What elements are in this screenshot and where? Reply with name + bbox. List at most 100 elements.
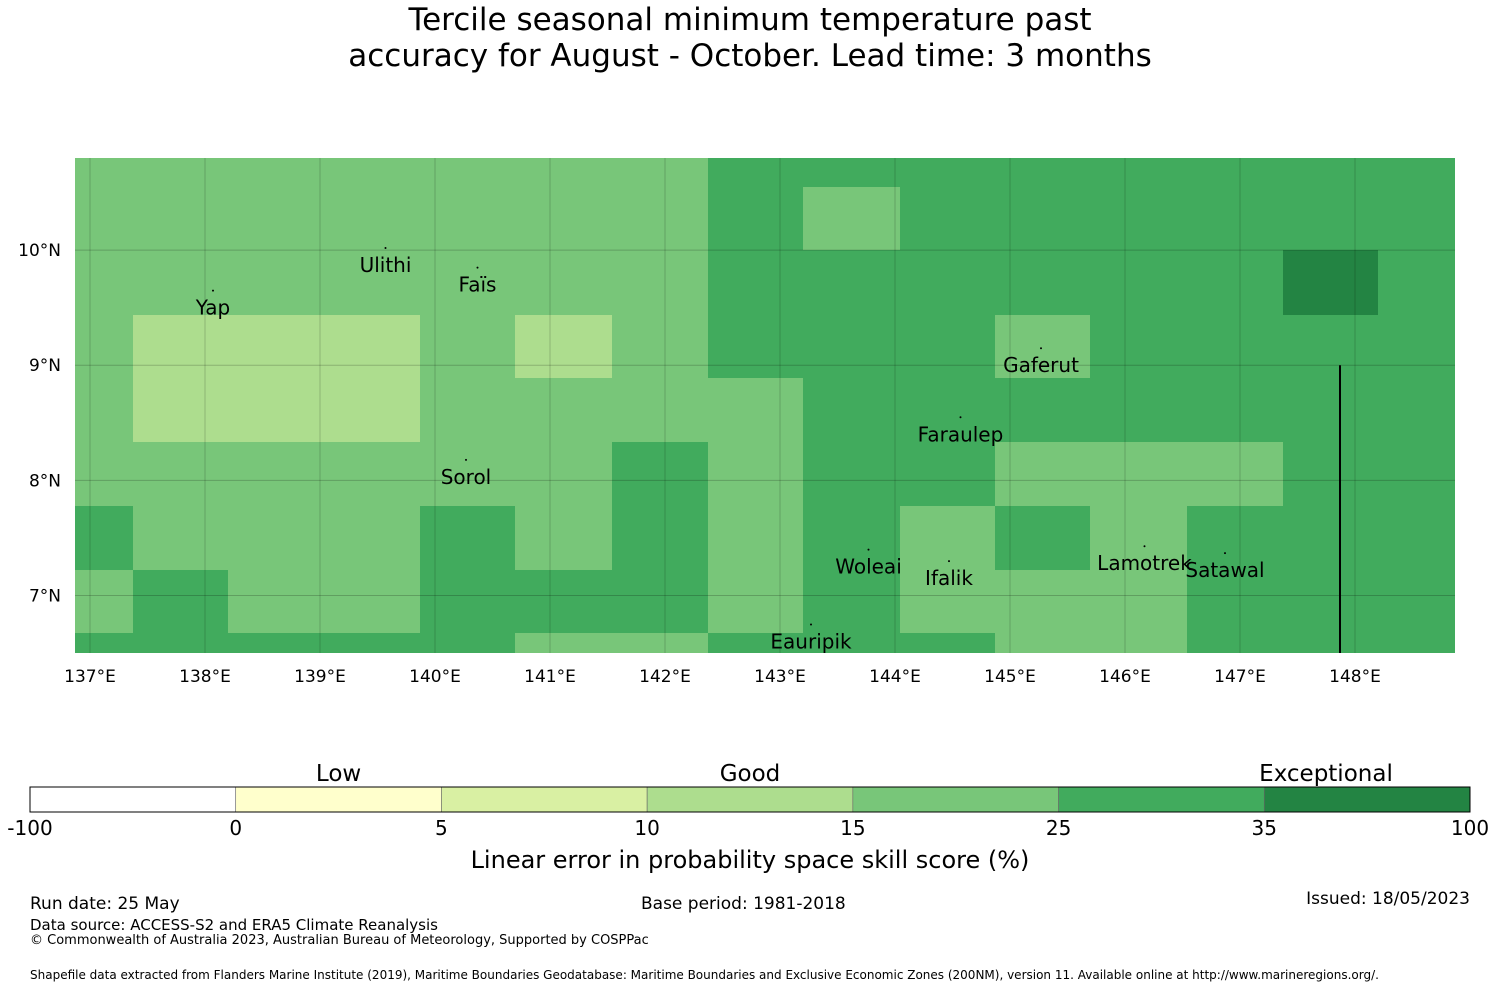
skill-cell (1283, 250, 1378, 315)
data-source: Data source: ACCESS-S2 and ERA5 Climate … (30, 916, 438, 934)
skill-cell (995, 315, 1090, 378)
colorbar-segment (441, 786, 648, 813)
skill-cell (325, 633, 420, 653)
skill-cell (708, 378, 803, 442)
skill-cell (1187, 633, 1283, 653)
skill-cell (708, 315, 803, 378)
island-marker (465, 458, 467, 461)
place-label: Lamotrek (1097, 551, 1192, 575)
skill-cell (803, 250, 900, 315)
colorbar-tick-label: 35 (1252, 816, 1277, 840)
skill-cell (612, 633, 708, 653)
skill-cell (1187, 378, 1283, 442)
skill-cell (1090, 442, 1187, 506)
skill-cell (325, 315, 420, 378)
skill-cell (803, 442, 900, 506)
skill-cell (1090, 506, 1187, 570)
skill-cell (995, 506, 1090, 570)
colorbar-tick-label: -100 (7, 816, 52, 840)
issued-date: Issued: 18/05/2023 (1306, 889, 1470, 909)
skill-cell (1090, 187, 1187, 250)
x-tick-label: 148°E (1329, 667, 1381, 687)
skill-cell (708, 250, 803, 315)
skill-cell (325, 570, 420, 633)
skill-cell (420, 570, 515, 633)
colorbar-segment (1263, 786, 1471, 813)
skill-cell (803, 315, 900, 378)
skill-cell (515, 158, 612, 187)
island-marker (959, 416, 962, 419)
skill-cell (228, 158, 325, 187)
skill-cell (1283, 158, 1378, 187)
place-label: Gaferut (1003, 353, 1079, 377)
base-period: Base period: 1981-2018 (641, 894, 846, 914)
skill-cell (420, 506, 515, 570)
skill-cell (1378, 315, 1455, 378)
skill-cell (995, 442, 1090, 506)
skill-cell (1378, 442, 1455, 506)
skill-cell (325, 442, 420, 506)
colorbar-tick-label: 0 (229, 816, 242, 840)
skill-cell (1283, 570, 1378, 633)
skill-cell (612, 442, 708, 506)
skill-cell (803, 506, 900, 570)
skill-cell (1187, 315, 1283, 378)
skill-cell (1378, 633, 1455, 653)
skill-cell (75, 378, 133, 442)
y-tick-label: 10°N (18, 241, 61, 261)
skill-cell (995, 158, 1090, 187)
title-line-1: Tercile seasonal minimum temperature pas… (408, 2, 1092, 38)
skill-cell (325, 506, 420, 570)
skill-cell (1378, 158, 1455, 187)
skill-cell (515, 506, 612, 570)
skill-cell (1283, 506, 1378, 570)
x-tick-label: 147°E (1214, 667, 1266, 687)
place-label: Ulithi (360, 253, 412, 277)
skill-cell (420, 315, 515, 378)
skill-cell (900, 378, 995, 442)
x-tick-label: 144°E (869, 667, 921, 687)
skill-cell (133, 378, 228, 442)
x-tick-label: 139°E (294, 667, 346, 687)
skill-cell (228, 570, 325, 633)
run-date: Run date: 25 May (30, 894, 180, 914)
skill-cell (1090, 250, 1187, 315)
x-tick-label: 140°E (409, 667, 461, 687)
skill-cell (1378, 570, 1455, 633)
skill-cell (420, 378, 515, 442)
skill-cell (1378, 378, 1455, 442)
skill-cell (1187, 506, 1283, 570)
skill-cell (75, 506, 133, 570)
colorbar-segment (29, 786, 237, 813)
skill-cell (612, 158, 708, 187)
place-label: Yap (195, 296, 230, 320)
skill-cell (515, 570, 612, 633)
skill-cell (75, 187, 133, 250)
skill-cell (708, 158, 803, 187)
skill-cell (325, 378, 420, 442)
skill-cell (420, 158, 515, 187)
skill-cell (420, 250, 515, 315)
skill-cell (133, 315, 228, 378)
skill-cell (1378, 187, 1455, 250)
skill-cell (612, 506, 708, 570)
place-label: Eauripik (770, 629, 852, 653)
skill-cell (708, 633, 803, 653)
skill-cell (75, 158, 133, 187)
skill-cell (995, 378, 1090, 442)
x-tick-label: 141°E (524, 667, 576, 687)
skill-cell (1187, 570, 1283, 633)
skill-cell (900, 506, 995, 570)
skill-cell (228, 442, 325, 506)
skill-cell (612, 570, 708, 633)
skill-cell (228, 187, 325, 250)
skill-cell (708, 570, 803, 633)
skill-cell (515, 187, 612, 250)
skill-cell (803, 158, 900, 187)
skill-cell (420, 442, 515, 506)
colorbar-axis-label: Linear error in probability space skill … (471, 846, 1030, 874)
skill-cell (515, 633, 612, 653)
colorbar-tick-label: 100 (1451, 816, 1489, 840)
island-marker (867, 548, 870, 551)
